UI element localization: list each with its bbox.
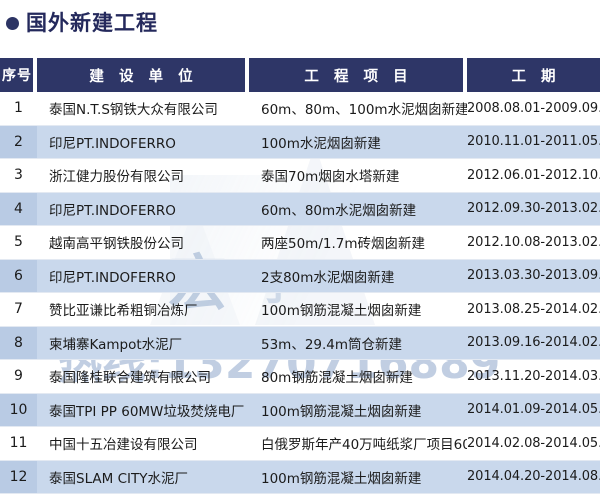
cell-duration: 2012.09.30-2013.02.20	[467, 192, 600, 226]
table-row[interactable]: 9 泰国隆桂联合建筑有限公司 80m钢筋混凝土烟囱新建 2013.11.20-2014…	[0, 360, 600, 394]
table-body: 1 泰国N.T.S钢铁大众有限公司 60m、80m、100m水泥烟囱新建 2008.0…	[0, 92, 600, 494]
table-row[interactable]: 2 印尼PT.INDOFERRO 100m水泥烟囱新建 2010.11.01-2011…	[0, 125, 600, 159]
cell-duration: 2010.11.01-2011.05.20	[467, 125, 600, 159]
cell-duration: 2013.11.20-2014.03.20	[467, 360, 600, 394]
table-row[interactable]: 8 柬埔寨Kampot水泥厂 53m、29.4m筒仓新建 2013.09.16-201…	[0, 326, 600, 360]
table-row[interactable]: 10 泰国TPI PP 60MW垃圾焚烧电厂 100m钢筋混凝土烟囱新建 2014.0…	[0, 393, 600, 427]
cell-duration: 2013.09.16-2014.02.15	[467, 326, 600, 360]
cell-unit: 浙江健力股份有限公司	[37, 159, 249, 193]
cell-unit: 印尼PT.INDOFERRO	[37, 192, 249, 226]
cell-seq: 7	[0, 293, 37, 327]
cell-seq: 1	[0, 92, 37, 126]
cell-project: 100m钢筋混凝土烟囱新建	[249, 293, 467, 327]
column-header-duration[interactable]: 工 期	[467, 58, 600, 92]
cell-unit: 赞比亚谦比希粗铜冶炼厂	[37, 293, 249, 327]
cell-unit: 泰国隆桂联合建筑有限公司	[37, 360, 249, 394]
cell-unit: 中国十五冶建设有限公司	[37, 427, 249, 461]
table-header-row: 序号 建 设 单 位 工 程 项 目 工 期	[0, 58, 600, 92]
cell-project: 2支80m水泥烟囱新建	[249, 259, 467, 293]
cell-seq: 2	[0, 125, 37, 159]
cell-duration: 2008.08.01-2009.09.10	[467, 92, 600, 126]
table-row[interactable]: 12 泰国SLAM CITY水泥厂 100m钢筋混凝土烟囱新建 2014.04.20-…	[0, 460, 600, 494]
cell-duration: 2014.02.08-2014.05.28	[467, 427, 600, 461]
cell-duration: 2013.08.25-2014.02.05	[467, 293, 600, 327]
table-header: 序号 建 设 单 位 工 程 项 目 工 期	[0, 58, 600, 92]
cell-project: 80m钢筋混凝土烟囱新建	[249, 360, 467, 394]
cell-unit: 越南高平钢铁股份公司	[37, 226, 249, 260]
page-title: 国外新建工程	[0, 6, 158, 40]
cell-seq: 12	[0, 460, 37, 494]
column-header-unit[interactable]: 建 设 单 位	[37, 58, 249, 92]
cell-project: 白俄罗斯年产40万吨纸浆厂项目60m烟囱新建	[249, 427, 467, 461]
cell-seq: 4	[0, 192, 37, 226]
cell-seq: 11	[0, 427, 37, 461]
table-row[interactable]: 7 赞比亚谦比希粗铜冶炼厂 100m钢筋混凝土烟囱新建 2013.08.25-2014…	[0, 293, 600, 327]
cell-project: 53m、29.4m筒仓新建	[249, 326, 467, 360]
table-row[interactable]: 4 印尼PT.INDOFERRO 60m、80m水泥烟囱新建 2012.09.30-2…	[0, 192, 600, 226]
cell-seq: 5	[0, 226, 37, 260]
column-header-seq[interactable]: 序号	[0, 58, 37, 92]
table-row[interactable]: 5 越南高平钢铁股份公司 两座50m/1.7m砖烟囱新建 2012.10.08-201…	[0, 226, 600, 260]
cell-unit: 泰国SLAM CITY水泥厂	[37, 460, 249, 494]
cell-seq: 8	[0, 326, 37, 360]
cell-project: 60m、80m水泥烟囱新建	[249, 192, 467, 226]
cell-project: 100m水泥烟囱新建	[249, 125, 467, 159]
cell-project: 60m、80m、100m水泥烟囱新建	[249, 92, 467, 126]
table-row[interactable]: 11中国十五冶建设有限公司白俄罗斯年产40万吨纸浆厂项目60m烟囱新建2014.…	[0, 427, 600, 461]
cell-duration: 2012.06.01-2012.10.30	[467, 159, 600, 193]
cell-duration: 2013.03.30-2013.09.30	[467, 259, 600, 293]
cell-project: 两座50m/1.7m砖烟囱新建	[249, 226, 467, 260]
cell-duration: 2014.01.09-2014.05.08	[467, 393, 600, 427]
cell-seq: 6	[0, 259, 37, 293]
cell-unit: 印尼PT.INDOFERRO	[37, 125, 249, 159]
cell-duration: 2012.10.08-2013.02.19	[467, 226, 600, 260]
cell-duration: 2014.04.20-2014.08.10	[467, 460, 600, 494]
cell-unit: 印尼PT.INDOFERRO	[37, 259, 249, 293]
page-title-label: 国外新建工程	[26, 10, 158, 35]
cell-seq: 3	[0, 159, 37, 193]
cell-project: 100m钢筋混凝土烟囱新建	[249, 460, 467, 494]
cell-seq: 9	[0, 360, 37, 394]
table-row[interactable]: 1 泰国N.T.S钢铁大众有限公司 60m、80m、100m水泥烟囱新建 2008.0…	[0, 92, 600, 126]
column-header-project[interactable]: 工 程 项 目	[249, 58, 467, 92]
cell-seq: 10	[0, 393, 37, 427]
cell-unit: 泰国N.T.S钢铁大众有限公司	[37, 92, 249, 126]
table-row[interactable]: 3 浙江健力股份有限公司 泰国70m烟囱水塔新建 2012.06.01-2012.10…	[0, 159, 600, 193]
overseas-projects-table: 序号 建 设 单 位 工 程 项 目 工 期 1 泰国N.T.S钢铁大众有限公司 6…	[0, 58, 600, 494]
cell-project: 泰国70m烟囱水塔新建	[249, 159, 467, 193]
cell-unit: 柬埔寨Kampot水泥厂	[37, 326, 249, 360]
cell-unit: 泰国TPI PP 60MW垃圾焚烧电厂	[37, 393, 249, 427]
cell-project: 100m钢筋混凝土烟囱新建	[249, 393, 467, 427]
table-row[interactable]: 6 印尼PT.INDOFERRO 2支80m水泥烟囱新建 2013.03.30-201…	[0, 259, 600, 293]
bullet-icon	[6, 16, 19, 30]
